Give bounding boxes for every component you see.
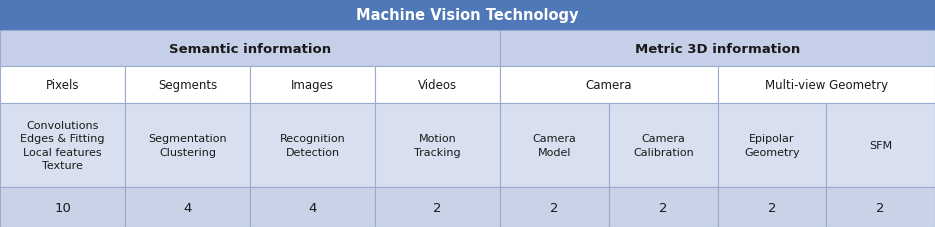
Text: SFM: SFM	[870, 140, 892, 150]
Bar	[500, 31, 935, 67]
Text: Convolutions
Edges & Fitting
Local features
Texture: Convolutions Edges & Fitting Local featu…	[21, 121, 105, 170]
Bar	[251, 103, 375, 187]
Bar	[251, 67, 375, 103]
Text: Segments: Segments	[158, 79, 217, 92]
Bar	[500, 67, 718, 103]
Bar	[0, 103, 125, 187]
Text: 2: 2	[551, 201, 559, 214]
Text: 2: 2	[768, 201, 776, 214]
Bar	[609, 187, 718, 227]
Bar	[125, 187, 251, 227]
Text: Camera: Camera	[585, 79, 632, 92]
Bar	[827, 103, 935, 187]
Text: Motion
Tracking: Motion Tracking	[414, 134, 461, 157]
Bar	[0, 187, 125, 227]
Text: Pixels: Pixels	[46, 79, 79, 92]
Bar	[827, 187, 935, 227]
Bar	[500, 187, 609, 227]
Bar	[609, 103, 718, 187]
Text: 4: 4	[183, 201, 192, 214]
Text: Camera
Model: Camera Model	[533, 134, 577, 157]
Bar	[718, 187, 827, 227]
Bar	[0, 0, 935, 31]
Bar	[125, 103, 251, 187]
Bar	[0, 31, 500, 67]
Bar	[718, 103, 827, 187]
Text: Videos: Videos	[418, 79, 457, 92]
Text: 10: 10	[54, 201, 71, 214]
Text: Semantic information: Semantic information	[169, 42, 331, 55]
Text: Epipolar
Geometry: Epipolar Geometry	[744, 134, 799, 157]
Bar	[500, 103, 609, 187]
Bar	[251, 187, 375, 227]
Text: Multi-view Geometry: Multi-view Geometry	[765, 79, 888, 92]
Text: 2: 2	[876, 201, 885, 214]
Bar	[718, 67, 935, 103]
Text: 4: 4	[309, 201, 317, 214]
Bar	[375, 187, 500, 227]
Bar	[375, 67, 500, 103]
Text: Camera
Calibration: Camera Calibration	[633, 134, 694, 157]
Text: Metric 3D information: Metric 3D information	[635, 42, 800, 55]
Bar	[0, 67, 125, 103]
Text: Machine Vision Technology: Machine Vision Technology	[356, 8, 579, 23]
Bar	[125, 67, 251, 103]
Text: Recognition
Detection: Recognition Detection	[280, 134, 346, 157]
Text: Segmentation
Clustering: Segmentation Clustering	[149, 134, 227, 157]
Bar	[375, 103, 500, 187]
Text: Images: Images	[291, 79, 334, 92]
Text: 2: 2	[659, 201, 668, 214]
Text: 2: 2	[434, 201, 442, 214]
